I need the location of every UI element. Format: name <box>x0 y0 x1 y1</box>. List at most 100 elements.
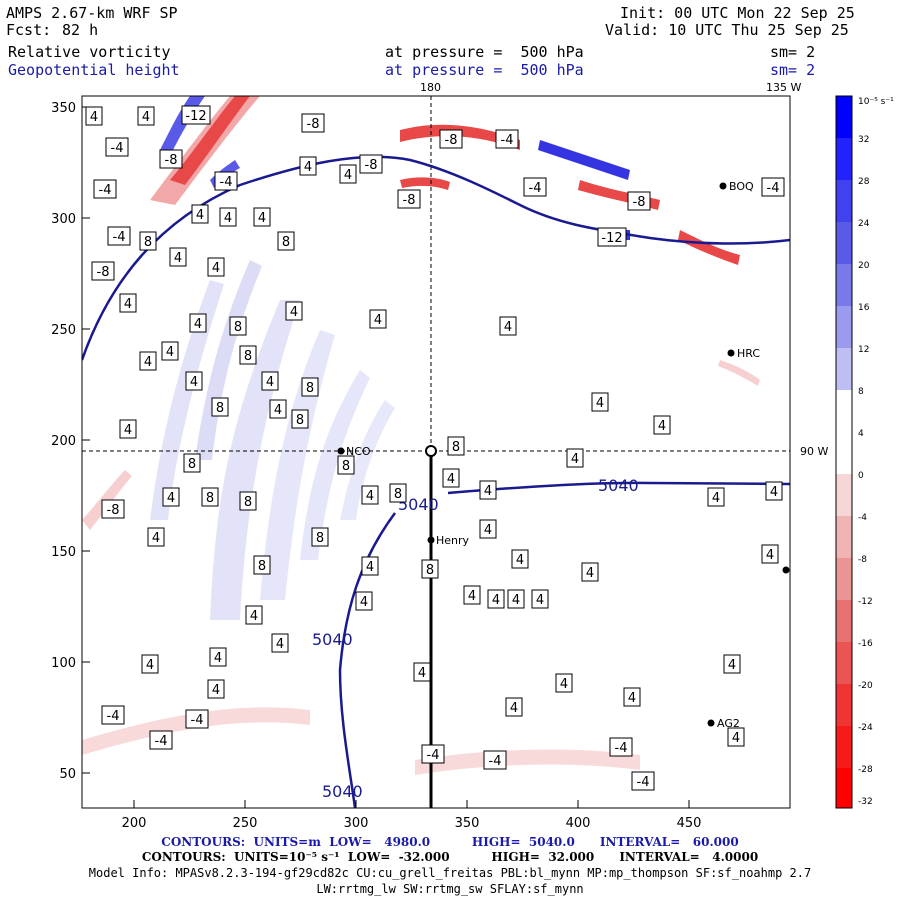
vorticity-band <box>82 707 310 755</box>
contour-label-box: 4 <box>355 591 373 611</box>
vorticity-core <box>400 177 450 190</box>
svg-text:4: 4 <box>274 403 282 418</box>
contour-label-box: 4 <box>185 371 203 391</box>
svg-text:4: 4 <box>142 110 150 125</box>
svg-text:4: 4 <box>571 452 579 467</box>
contour-label-box: 4 <box>581 562 599 582</box>
height-contour <box>82 155 790 361</box>
svg-text:8: 8 <box>234 320 242 335</box>
contour-label-box: 8 <box>183 453 201 473</box>
y-tick-label: 350 <box>51 101 76 116</box>
contour-label-box: -8 <box>397 189 421 209</box>
svg-text:4: 4 <box>516 553 524 568</box>
svg-text:4: 4 <box>174 251 182 266</box>
contour-label-box: 8 <box>389 483 407 503</box>
colorbar-tick: -20 <box>858 681 873 691</box>
colorbar-tick: -16 <box>858 639 873 649</box>
svg-text:4: 4 <box>276 637 284 652</box>
station-marker <box>719 182 727 190</box>
contour-label-box: 4 <box>137 106 155 126</box>
station-marker <box>427 536 435 544</box>
contour-label-box: -4 <box>631 771 655 791</box>
contour-label-box: 4 <box>361 556 379 576</box>
forecast-hour: 82 h <box>62 21 99 39</box>
contour-label-box: 4 <box>285 301 303 321</box>
field2-name: Geopotential height <box>8 61 180 79</box>
colorbar-tick: 28 <box>858 177 870 187</box>
station-marker <box>707 719 715 727</box>
svg-text:-8: -8 <box>403 193 416 208</box>
height-contour <box>447 481 790 495</box>
x-axis-ticks <box>133 800 690 808</box>
contour-label-box: 4 <box>499 316 517 336</box>
contour-label-box: 4 <box>271 633 289 653</box>
vorticity-core <box>400 124 520 150</box>
contour-label-box: 8 <box>201 487 219 507</box>
svg-text:-8: -8 <box>97 265 110 280</box>
svg-text:8: 8 <box>258 559 266 574</box>
svg-text:8: 8 <box>426 563 434 578</box>
svg-text:-4: -4 <box>111 141 124 156</box>
x-tick-label: 250 <box>233 816 258 831</box>
contour-label-box: 4 <box>169 247 187 267</box>
model-title: AMPS 2.67-km WRF SP <box>6 4 178 22</box>
svg-text:-4: -4 <box>637 775 650 790</box>
svg-text:-4: -4 <box>113 230 126 245</box>
field1-smoothing: sm= 2 <box>770 43 816 61</box>
stations: NCO Henry HRC BOQ AG2 <box>337 180 790 730</box>
contour-label-box: 4 <box>85 106 103 126</box>
height-contour-label: 5040 <box>598 476 639 495</box>
svg-text:4: 4 <box>194 317 202 332</box>
contour-label-box: 4 <box>479 480 497 500</box>
colorbar-tick: 16 <box>858 303 870 313</box>
contour-label-box: 4 <box>413 662 431 682</box>
colorbar-swatch <box>836 138 852 180</box>
svg-text:4: 4 <box>304 160 312 175</box>
contour-label-box: -4 <box>107 226 131 246</box>
y-tick-label: 300 <box>51 212 76 227</box>
svg-text:4: 4 <box>224 211 232 226</box>
colorbar-swatch <box>836 474 852 516</box>
svg-text:8: 8 <box>316 531 324 546</box>
svg-text:4: 4 <box>766 548 774 563</box>
station-marker <box>337 447 345 455</box>
colorbar-swatch <box>836 348 852 390</box>
svg-text:-8: -8 <box>365 158 378 173</box>
svg-text:-8: -8 <box>307 117 320 132</box>
svg-text:-8: -8 <box>107 503 120 518</box>
contour-label-box: -8 <box>91 261 115 281</box>
svg-text:-4: -4 <box>615 741 628 756</box>
colorbar-tick: 8 <box>858 387 864 397</box>
y-tick-label: 200 <box>51 434 76 449</box>
vorticity-core <box>718 360 760 386</box>
svg-text:-4: -4 <box>767 181 780 196</box>
svg-text:4: 4 <box>360 595 368 610</box>
contour-label-box: -8 <box>627 191 651 211</box>
x-tick-label: 300 <box>344 816 369 831</box>
forecast-label: Fcst: <box>6 21 52 39</box>
colorbar-tick: -8 <box>858 555 867 565</box>
contour-label-box: 4 <box>623 687 641 707</box>
contour-label-box: 4 <box>511 549 529 569</box>
colorbar-unit: 10⁻⁵ s⁻¹ <box>858 97 894 107</box>
contour-label-box: -12 <box>597 227 627 247</box>
svg-text:8: 8 <box>342 459 350 474</box>
svg-text:4: 4 <box>152 531 160 546</box>
colorbar-tick: 0 <box>858 471 864 481</box>
vorticity-contour-info: CONTOURS: UNITS=10⁻⁵ s⁻¹ LOW= -32.000 HI… <box>141 850 759 864</box>
vorticity-core <box>170 96 250 185</box>
svg-text:8: 8 <box>244 495 252 510</box>
svg-text:4: 4 <box>344 168 352 183</box>
contour-label-box: 4 <box>207 257 225 277</box>
height-contour-info: CONTOURS: UNITS=m LOW= 4980.0 HIGH= 5040… <box>161 835 739 849</box>
contour-label-box: 8 <box>253 555 271 575</box>
contour-label-box: 4 <box>207 679 225 699</box>
contour-label-box: 4 <box>727 727 745 747</box>
contour-label-box: 4 <box>141 654 159 674</box>
svg-text:8: 8 <box>296 413 304 428</box>
x-tick-label: 450 <box>677 816 702 831</box>
contour-label-box: 4 <box>369 309 387 329</box>
colorbar-tick: -24 <box>858 723 873 733</box>
contour-label-box: 8 <box>239 491 257 511</box>
contour-label-box: 4 <box>245 605 263 625</box>
